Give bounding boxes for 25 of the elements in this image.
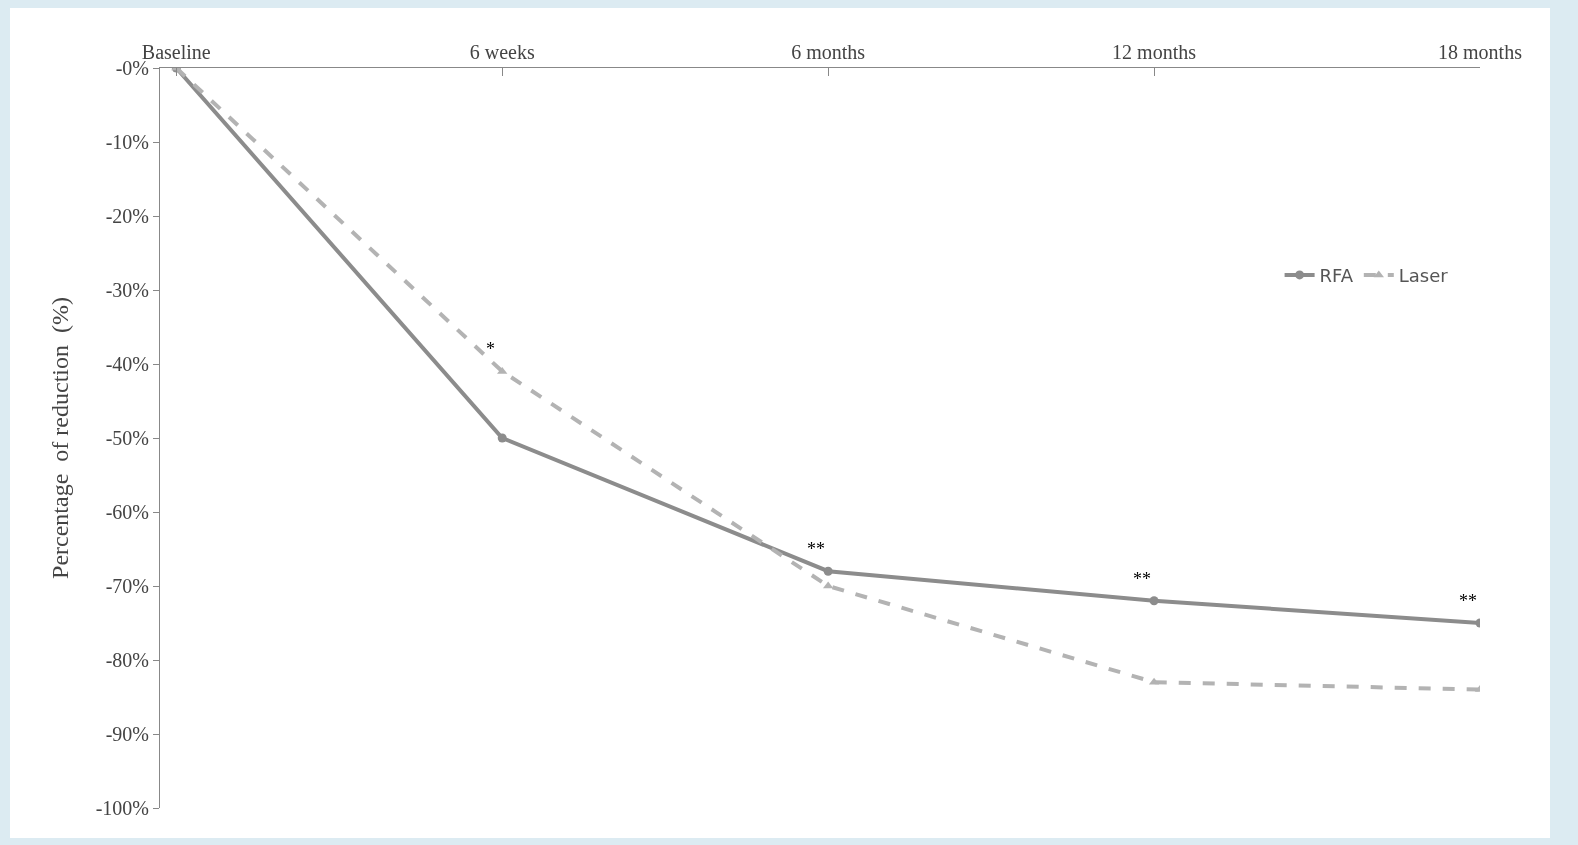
y-axis-title: Percentage of reduction (%) <box>46 297 73 579</box>
legend-label: Laser <box>1398 264 1449 286</box>
x-tick-label: 12 months <box>1112 41 1197 63</box>
y-tick-label: -50% <box>105 427 149 449</box>
y-tick-label: -90% <box>105 723 149 745</box>
legend-label: RFA <box>1319 264 1354 286</box>
x-tick-label: 18 months <box>1438 41 1523 63</box>
x-tick-label: 6 months <box>791 41 866 63</box>
x-tick-label: 6 weeks <box>469 41 535 63</box>
y-tick-label: -80% <box>105 649 149 671</box>
y-tick-label: -20% <box>105 205 149 227</box>
annotation: ** <box>1133 569 1151 589</box>
annotation: ** <box>1459 591 1477 611</box>
y-tick-label: -60% <box>105 501 149 523</box>
point <box>823 566 833 576</box>
annotation: ** <box>807 539 825 559</box>
y-tick-label: -10% <box>105 131 149 153</box>
y-tick-label: -100% <box>95 797 149 819</box>
y-tick-label: -40% <box>105 353 149 375</box>
y-tick-label: -70% <box>105 575 149 597</box>
point <box>1149 596 1159 606</box>
point <box>497 366 508 374</box>
point <box>497 433 507 443</box>
y-tick-label: -30% <box>105 279 149 301</box>
annotation: * <box>486 339 495 359</box>
